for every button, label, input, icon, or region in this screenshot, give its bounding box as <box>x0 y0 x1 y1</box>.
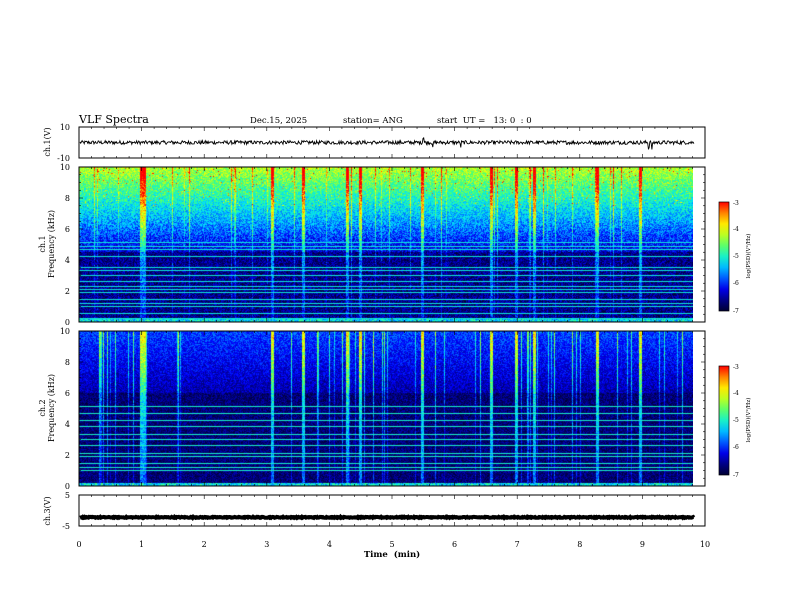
time-tick-label: 6 <box>452 540 457 549</box>
colorbar-ch2: -3 -4 -5 -6 -7 log(PSD)(V²/Hz) <box>718 364 752 479</box>
colorbar-ch1-tick-bottom: -7 <box>733 308 739 315</box>
ch1-spec-ytick-6: 6 <box>65 225 70 234</box>
figure-station: station= ANG <box>343 116 403 126</box>
ch1-spec-ytick-4: 4 <box>65 256 70 265</box>
panel-ch1-waveform: 10 -10 ch.1(V) <box>43 123 706 163</box>
ch2-spec-ytick-0: 0 <box>65 482 70 491</box>
colorbar-ch1-tick-3: -5 <box>733 253 739 260</box>
colorbar-ch2-gradient <box>718 365 730 476</box>
colorbar-ch2-tick-top: -3 <box>733 364 739 371</box>
time-tick-label: 7 <box>515 540 520 549</box>
colorbar-ch1: -3 -4 -5 -6 -7 log(PSD)(V²/Hz) <box>718 200 752 315</box>
time-tick-label: 2 <box>202 540 207 549</box>
time-tick-label: 10 <box>700 540 710 549</box>
time-tick-label: 9 <box>640 540 645 549</box>
ch3-ytick-mid: 0 <box>65 506 70 515</box>
time-axis-label: Time (min) <box>364 549 420 560</box>
ch1-waveform-ylabel: ch.1(V) <box>43 127 52 156</box>
ch1-spec-ytick-0: 0 <box>65 318 70 327</box>
ch2-spec-ytick-6: 6 <box>65 389 70 398</box>
colorbar-ch2-tick-bottom: -7 <box>733 472 739 479</box>
time-tick-label: 5 <box>389 540 394 549</box>
ylabel-line: Frequency (kHz) <box>47 210 56 278</box>
ch1-ytick-bottom: -10 <box>57 154 70 163</box>
ch3-waveform-trace <box>79 513 696 521</box>
ch2-spec-ytick-2: 2 <box>65 451 70 460</box>
ch1-spectrogram-image <box>79 167 693 322</box>
colorbar-ch1-tick-4: -6 <box>733 280 739 287</box>
ch1-spectrogram-yticks <box>79 166 705 323</box>
colorbar-ch1-gradient <box>718 201 730 312</box>
ylabel-line: ch.2 <box>38 399 47 416</box>
ylabel-line: ch.1 <box>38 235 47 252</box>
panel-ch3-waveform: 5 0 -5 ch.3(V) <box>43 491 706 531</box>
ch2-spectrogram-xticks <box>78 331 706 486</box>
colorbar-ch2-tick-3: -5 <box>733 417 739 424</box>
time-tick-label: 1 <box>139 540 144 549</box>
colorbar-ch1-label: log(PSD)(V²/Hz) <box>745 234 752 279</box>
ch1-spectrogram-ylabel: ch.1Frequency (kHz) <box>38 210 56 278</box>
figure-date: Dec.15, 2025 <box>250 116 307 126</box>
time-tick-label: 8 <box>577 540 582 549</box>
colorbar-ch2-tick-2: -4 <box>733 390 739 397</box>
ch2-spectrogram-image <box>79 331 693 486</box>
ch3-waveform-xticks <box>78 495 706 526</box>
ch2-spec-ytick-8: 8 <box>65 358 70 367</box>
panel-ch2-spectrogram: 0 2 4 6 8 10 ch.2Frequency (kHz) <box>38 327 706 491</box>
ch1-spec-ytick-2: 2 <box>65 287 70 296</box>
panel-ch1-spectrogram: 0 2 4 6 8 10 ch.1Frequency (kHz) <box>38 163 706 327</box>
ch1-spec-ytick-10: 10 <box>60 163 70 172</box>
time-tick-label: 3 <box>264 540 269 549</box>
ch2-spectrogram-ylabel: ch.2Frequency (kHz) <box>38 374 56 442</box>
figure-start-time: start UT = 13: 0 : 0 <box>437 116 532 126</box>
ch1-waveform-xticks <box>78 127 706 158</box>
ch3-ytick-bottom: -5 <box>62 522 70 531</box>
ch2-spec-ytick-4: 4 <box>65 420 70 429</box>
ch3-ytick-top: 5 <box>65 491 70 500</box>
colorbar-ch1-tick-2: -4 <box>733 226 739 233</box>
ch1-spectrogram-xticks <box>78 167 706 322</box>
time-axis-tick-labels: 0 1 2 3 4 5 6 7 8 9 10 <box>76 540 710 549</box>
time-tick-label: 4 <box>327 540 332 549</box>
colorbar-ch2-tick-4: -6 <box>733 444 739 451</box>
ylabel-line: Frequency (kHz) <box>47 374 56 442</box>
figure-title: VLF Spectra <box>78 113 149 126</box>
colorbar-ch2-label: log(PSD)(V²/Hz) <box>745 398 752 443</box>
ch1-spec-ytick-8: 8 <box>65 194 70 203</box>
colorbar-ch1-tick-top: -3 <box>733 200 739 207</box>
ch1-ytick-top: 10 <box>60 123 70 132</box>
time-tick-label: 0 <box>76 540 81 549</box>
ch3-waveform-frame <box>78 494 706 527</box>
ch1-waveform-trace <box>79 137 695 151</box>
ch2-spectrogram-yticks <box>79 330 705 487</box>
ch3-waveform-ylabel: ch.3(V) <box>43 496 52 525</box>
ch2-spec-ytick-10: 10 <box>60 327 70 336</box>
